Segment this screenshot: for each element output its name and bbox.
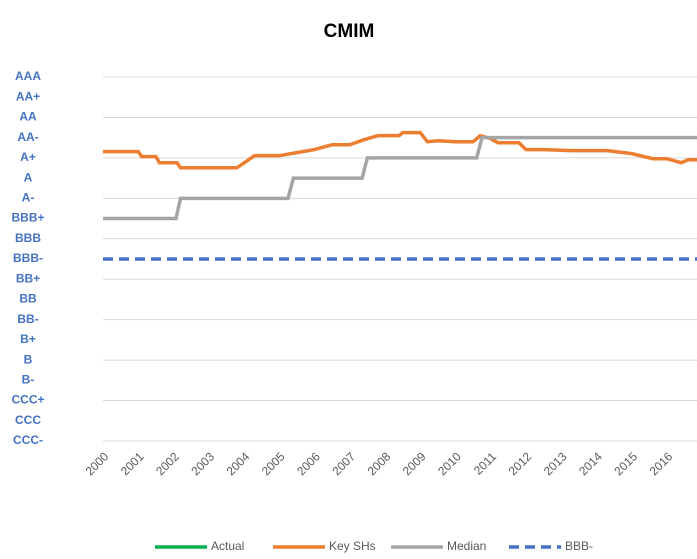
x-tick-label: 2014 xyxy=(576,449,605,478)
legend-label: Key SHs xyxy=(329,539,376,553)
y-tick-label: BBB+ xyxy=(11,211,44,225)
x-tick-label: 2003 xyxy=(188,449,217,478)
x-tick-label: 2004 xyxy=(224,449,253,478)
legend-label: BBB- xyxy=(565,539,593,553)
x-tick-label: 2006 xyxy=(294,449,323,478)
series-line xyxy=(103,130,697,170)
series-line xyxy=(103,135,697,221)
y-tick-label: CCC xyxy=(15,413,41,427)
x-tick-label: 2016 xyxy=(647,449,676,478)
y-tick-label: AA+ xyxy=(16,89,40,103)
x-tick-label: 2009 xyxy=(400,449,429,478)
y-tick-label: B xyxy=(24,352,33,366)
x-tick-label: 2015 xyxy=(611,449,640,478)
x-tick-label: 2000 xyxy=(83,449,112,478)
legend-label: Actual xyxy=(211,539,244,553)
chart-title: CMIM xyxy=(324,21,375,42)
x-tick-label: 2008 xyxy=(365,449,394,478)
y-tick-label: B+ xyxy=(20,332,36,346)
x-tick-label: 2011 xyxy=(471,449,499,477)
legend-label: Median xyxy=(447,539,486,553)
x-tick-label: 2007 xyxy=(329,449,358,478)
x-tick-label: 2010 xyxy=(435,449,464,478)
x-tick-label: 2012 xyxy=(506,449,535,478)
y-tick-label: CCC+ xyxy=(11,393,44,407)
y-tick-label: BBB- xyxy=(13,251,43,265)
y-tick-label: BB- xyxy=(17,312,38,326)
y-tick-label: BB xyxy=(19,292,37,306)
x-tick-label: 2013 xyxy=(541,449,570,478)
y-tick-label: AA- xyxy=(17,130,38,144)
y-tick-label: BBB xyxy=(15,231,41,245)
y-tick-label: AAA xyxy=(15,69,41,83)
x-tick-label: 2002 xyxy=(153,449,182,478)
y-tick-label: B- xyxy=(22,373,35,387)
y-tick-label: AA xyxy=(19,110,37,124)
x-tick-label: 2005 xyxy=(259,449,288,478)
y-tick-label: CCC- xyxy=(13,433,43,447)
y-tick-label: BB+ xyxy=(16,271,40,285)
y-tick-label: A- xyxy=(22,191,35,205)
x-tick-label: 2001 xyxy=(118,449,147,478)
y-tick-label: A xyxy=(24,170,33,184)
y-tick-label: A+ xyxy=(20,150,36,164)
